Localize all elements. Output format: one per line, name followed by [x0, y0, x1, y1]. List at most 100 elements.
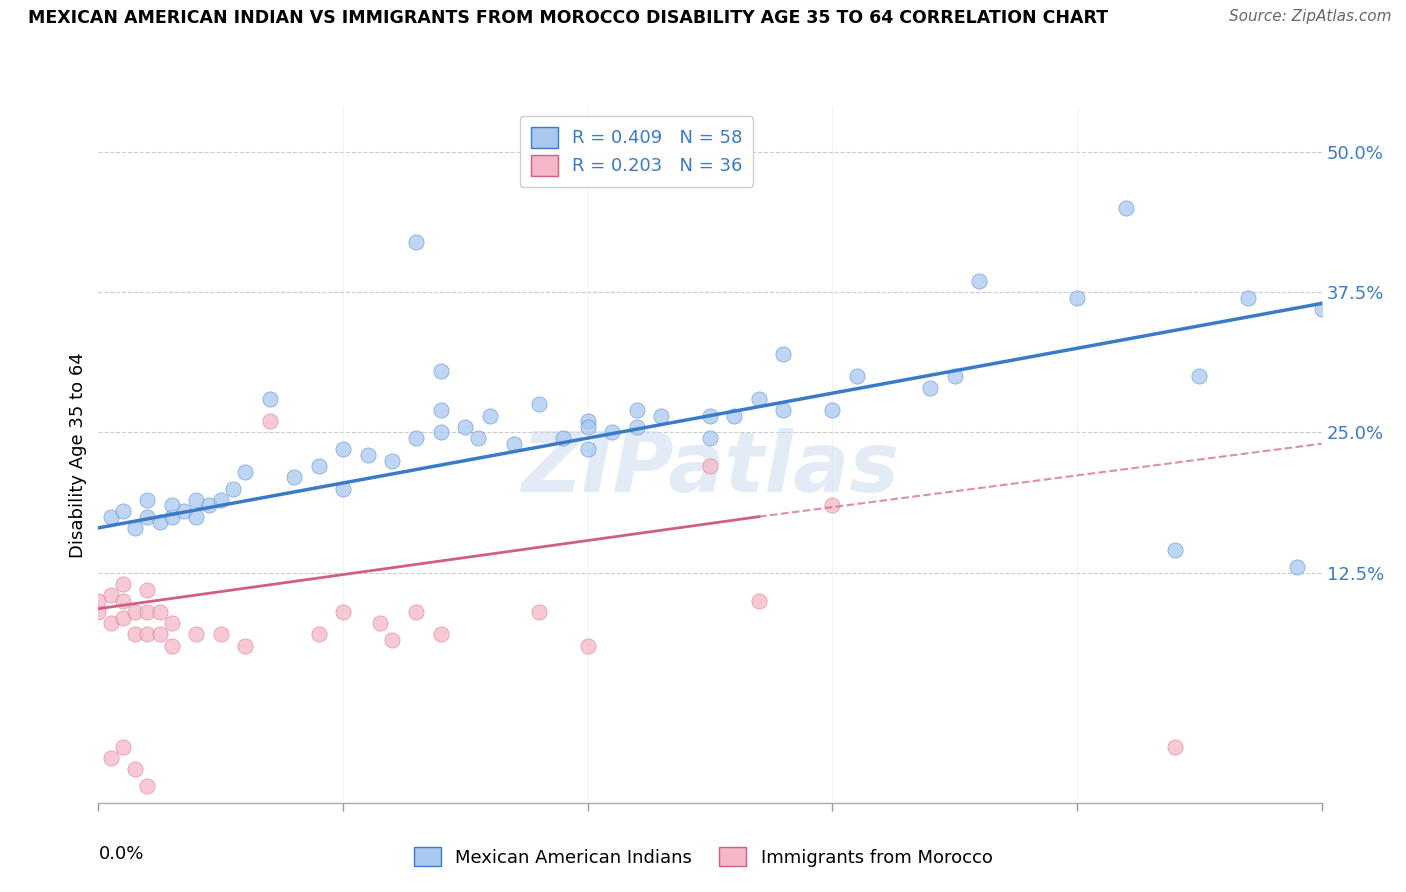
Point	[136, 627, 159, 641]
Point	[149, 605, 172, 619]
Text: ZIPatlas: ZIPatlas	[522, 428, 898, 509]
Point	[772, 403, 794, 417]
Point	[430, 425, 453, 440]
Point	[553, 431, 575, 445]
Point	[100, 509, 122, 524]
Point	[136, 492, 159, 507]
Point	[748, 392, 770, 406]
Point	[381, 453, 404, 467]
Point	[111, 504, 134, 518]
Point	[1310, 301, 1333, 316]
Point	[454, 420, 477, 434]
Point	[136, 582, 159, 597]
Point	[650, 409, 672, 423]
Point	[699, 431, 721, 445]
Point	[576, 639, 599, 653]
Y-axis label: Disability Age 35 to 64: Disability Age 35 to 64	[69, 352, 87, 558]
Point	[111, 739, 134, 754]
Point	[381, 633, 404, 648]
Point	[308, 627, 330, 641]
Point	[308, 459, 330, 474]
Legend: R = 0.409   N = 58, R = 0.203   N = 36: R = 0.409 N = 58, R = 0.203 N = 36	[520, 116, 754, 186]
Point	[600, 425, 623, 440]
Point	[626, 420, 648, 434]
Point	[576, 420, 599, 434]
Point	[821, 403, 844, 417]
Point	[1286, 560, 1309, 574]
Point	[259, 392, 281, 406]
Point	[723, 409, 745, 423]
Point	[478, 409, 501, 423]
Point	[233, 465, 256, 479]
Point	[1164, 543, 1187, 558]
Point	[87, 605, 110, 619]
Point	[100, 751, 122, 765]
Point	[772, 347, 794, 361]
Point	[967, 274, 990, 288]
Point	[576, 442, 599, 457]
Point	[233, 639, 256, 653]
Legend: Mexican American Indians, Immigrants from Morocco: Mexican American Indians, Immigrants fro…	[406, 840, 1000, 874]
Point	[503, 436, 526, 450]
Point	[405, 431, 427, 445]
Point	[186, 627, 208, 641]
Point	[100, 588, 122, 602]
Point	[1164, 739, 1187, 754]
Point	[1115, 201, 1137, 215]
Point	[527, 397, 550, 411]
Point	[87, 594, 110, 608]
Point	[186, 509, 208, 524]
Point	[368, 616, 391, 631]
Point	[100, 616, 122, 631]
Point	[283, 470, 305, 484]
Point	[149, 627, 172, 641]
Point	[111, 577, 134, 591]
Point	[332, 442, 354, 457]
Point	[197, 499, 219, 513]
Point	[943, 369, 966, 384]
Point	[124, 627, 146, 641]
Point	[430, 627, 453, 641]
Point	[405, 235, 427, 249]
Point	[430, 364, 453, 378]
Point	[186, 492, 208, 507]
Point	[209, 627, 232, 641]
Point	[332, 605, 354, 619]
Point	[1066, 291, 1088, 305]
Text: MEXICAN AMERICAN INDIAN VS IMMIGRANTS FROM MOROCCO DISABILITY AGE 35 TO 64 CORRE: MEXICAN AMERICAN INDIAN VS IMMIGRANTS FR…	[28, 9, 1108, 27]
Point	[626, 403, 648, 417]
Point	[259, 414, 281, 428]
Point	[124, 605, 146, 619]
Point	[222, 482, 245, 496]
Point	[209, 492, 232, 507]
Point	[160, 499, 183, 513]
Point	[356, 448, 378, 462]
Point	[467, 431, 489, 445]
Point	[748, 594, 770, 608]
Point	[136, 509, 159, 524]
Point	[136, 605, 159, 619]
Point	[160, 639, 183, 653]
Point	[699, 459, 721, 474]
Point	[111, 610, 134, 624]
Point	[124, 762, 146, 776]
Point	[845, 369, 868, 384]
Point	[173, 504, 195, 518]
Text: Source: ZipAtlas.com: Source: ZipAtlas.com	[1229, 9, 1392, 24]
Point	[576, 414, 599, 428]
Point	[136, 779, 159, 793]
Text: 0.0%: 0.0%	[98, 845, 143, 863]
Point	[430, 403, 453, 417]
Point	[160, 509, 183, 524]
Point	[1188, 369, 1211, 384]
Point	[821, 499, 844, 513]
Point	[699, 409, 721, 423]
Point	[920, 381, 942, 395]
Point	[149, 515, 172, 529]
Point	[111, 594, 134, 608]
Point	[332, 482, 354, 496]
Point	[1237, 291, 1260, 305]
Point	[405, 605, 427, 619]
Point	[527, 605, 550, 619]
Point	[160, 616, 183, 631]
